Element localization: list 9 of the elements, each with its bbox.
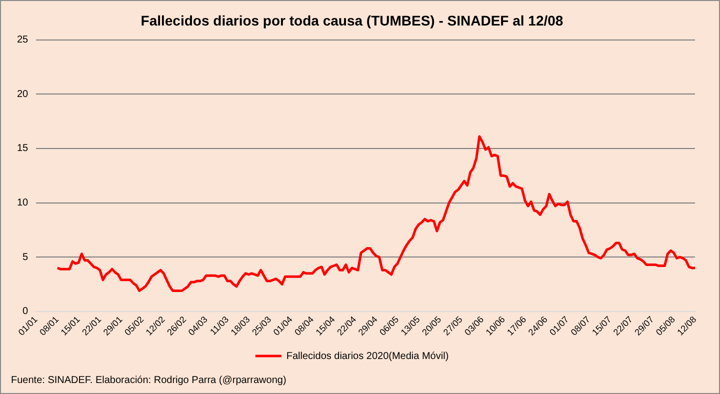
y-tick-label: 15: [17, 143, 29, 154]
y-tick-label: 5: [22, 252, 29, 263]
y-tick-label: 25: [17, 34, 29, 46]
chart-title: Fallecidos diarios por toda causa (TUMBES) - SINADEF al 12/08: [140, 12, 564, 28]
legend-label: Fallecidos diarios 2020(Media Móvil): [286, 350, 449, 362]
y-tick-label: 20: [17, 88, 29, 100]
source-note: Fuente: SINADEF. Elaboración: Rodrigo Parra (@rparrawong): [11, 374, 286, 386]
y-tick-label: 0: [22, 306, 29, 318]
y-tick-label: 10: [17, 198, 29, 209]
